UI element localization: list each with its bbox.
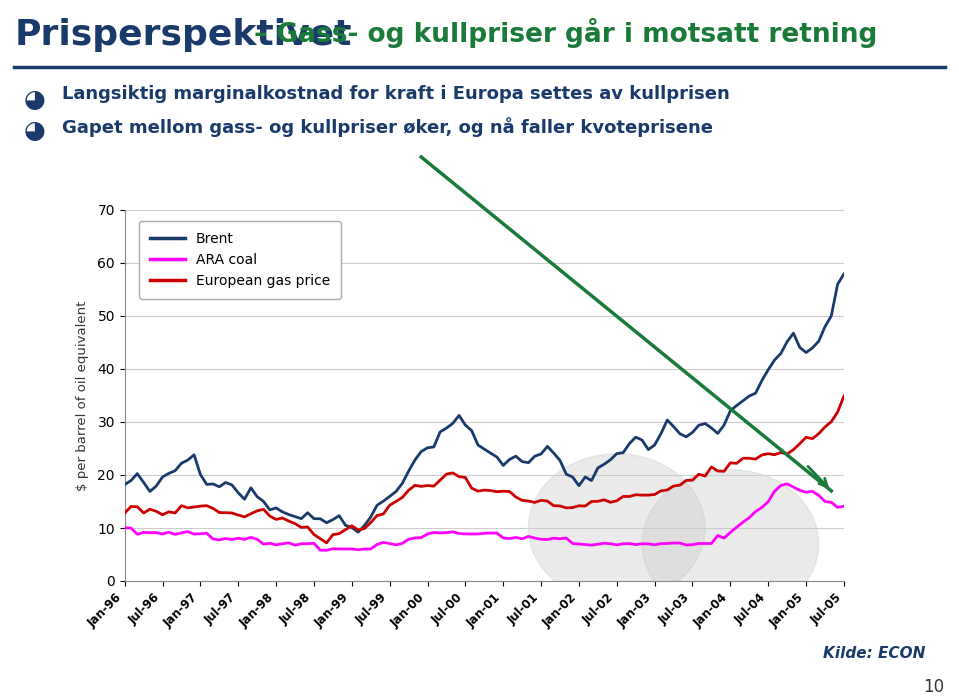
- Legend: Brent, ARA coal, European gas price: Brent, ARA coal, European gas price: [139, 220, 341, 299]
- Circle shape: [528, 454, 705, 602]
- Text: 10: 10: [924, 678, 945, 696]
- Text: ◕: ◕: [24, 119, 46, 143]
- Text: – Gass- og kullpriser går i motsatt retning: – Gass- og kullpriser går i motsatt retn…: [245, 18, 877, 48]
- Y-axis label: $ per barrel of oil equivalent: $ per barrel of oil equivalent: [76, 300, 89, 491]
- Circle shape: [642, 470, 819, 618]
- Text: Langsiktig marginalkostnad for kraft i Europa settes av kullprisen: Langsiktig marginalkostnad for kraft i E…: [62, 85, 730, 104]
- Text: ◕: ◕: [24, 88, 46, 111]
- Text: Kilde: ECON: Kilde: ECON: [823, 647, 925, 662]
- Text: Gapet mellom gass- og kullpriser øker, og nå faller kvoteprisene: Gapet mellom gass- og kullpriser øker, o…: [62, 117, 713, 137]
- Text: Prisperspektivet: Prisperspektivet: [14, 18, 352, 52]
